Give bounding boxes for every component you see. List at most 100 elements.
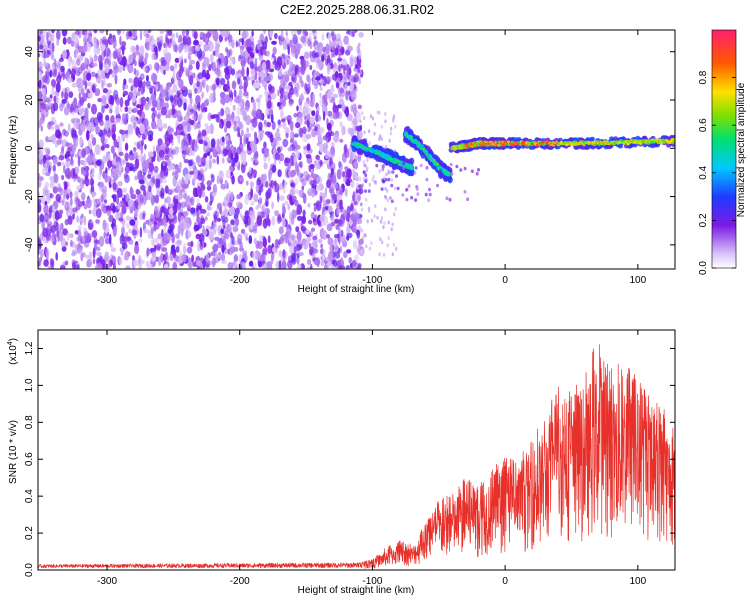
noise-cell bbox=[50, 79, 57, 87]
noise-cell bbox=[196, 198, 200, 206]
noise-cell bbox=[236, 205, 240, 217]
noise-cell bbox=[291, 120, 294, 132]
noise-cell bbox=[219, 91, 226, 99]
noise-cell bbox=[258, 251, 261, 261]
noise-cell bbox=[294, 239, 298, 246]
noise-cell bbox=[257, 203, 262, 209]
noise-cell bbox=[270, 91, 277, 100]
noise-cell bbox=[380, 216, 383, 221]
noise-cell bbox=[104, 172, 108, 183]
noise-cell bbox=[323, 160, 329, 165]
noise-cell bbox=[133, 67, 137, 75]
noise-cell bbox=[373, 122, 377, 127]
noise-cell bbox=[234, 217, 240, 227]
noise-cell bbox=[256, 43, 261, 51]
noise-cell bbox=[42, 194, 45, 206]
noise-cell bbox=[380, 136, 383, 141]
noise-cell bbox=[57, 60, 61, 69]
noise-cell bbox=[70, 168, 76, 180]
noise-cell bbox=[105, 143, 110, 149]
noise-cell bbox=[160, 156, 165, 161]
noise-cell bbox=[127, 251, 131, 257]
noise-cell bbox=[225, 193, 231, 202]
noise-cell bbox=[177, 38, 182, 43]
noise-cell bbox=[281, 118, 286, 123]
noise-cell bbox=[72, 59, 77, 71]
noise-cell bbox=[139, 30, 143, 41]
noise-cell bbox=[61, 145, 64, 155]
noise-cell bbox=[389, 170, 392, 175]
noise-cell bbox=[298, 169, 301, 180]
noise-cell bbox=[61, 245, 67, 252]
noise-cell bbox=[393, 212, 396, 217]
noise-cell bbox=[69, 159, 75, 167]
noise-cell bbox=[295, 122, 301, 129]
noise-cell bbox=[184, 146, 190, 156]
noise-cell bbox=[131, 229, 138, 236]
noise-cell bbox=[138, 204, 141, 210]
noise-cell bbox=[243, 91, 249, 97]
noise-cell bbox=[270, 64, 275, 70]
noise-cell bbox=[50, 258, 55, 266]
noise-cell bbox=[206, 252, 210, 263]
noise-cell bbox=[218, 170, 224, 180]
noise-cell bbox=[392, 116, 395, 121]
noise-cell bbox=[296, 204, 303, 215]
noise-cell bbox=[176, 128, 180, 135]
noise-cell bbox=[192, 161, 197, 171]
noise-cell bbox=[202, 79, 206, 89]
noise-cell bbox=[257, 240, 263, 250]
noise-cell bbox=[67, 123, 71, 133]
noise-cell bbox=[237, 238, 242, 246]
noise-cell bbox=[94, 88, 101, 97]
noise-cell bbox=[337, 104, 343, 109]
noise-cell bbox=[72, 207, 78, 213]
noise-cell bbox=[316, 185, 321, 191]
noise-cell bbox=[282, 206, 286, 215]
noise-cell bbox=[209, 147, 214, 152]
noise-cell bbox=[127, 63, 134, 74]
noise-cell bbox=[283, 71, 288, 76]
noise-cell bbox=[125, 265, 131, 269]
noise-cell bbox=[134, 244, 140, 255]
noise-cell bbox=[193, 221, 198, 233]
noise-cell bbox=[55, 193, 61, 202]
noise-cell bbox=[197, 185, 201, 197]
noise-cell bbox=[332, 112, 339, 120]
noise-cell bbox=[176, 110, 182, 121]
noise-cell bbox=[390, 178, 394, 183]
noise-cell bbox=[136, 141, 141, 150]
noise-cell bbox=[193, 39, 199, 46]
noise-cell bbox=[302, 126, 307, 135]
noise-cell bbox=[367, 206, 371, 211]
noise-cell bbox=[86, 72, 92, 82]
noise-cell bbox=[327, 255, 332, 266]
feature-cell bbox=[409, 135, 414, 139]
noise-cell bbox=[112, 50, 118, 60]
noise-cell bbox=[49, 193, 54, 199]
noise-cell bbox=[277, 119, 281, 125]
noise-cell bbox=[291, 196, 295, 202]
noise-cell bbox=[181, 85, 186, 91]
noise-cell bbox=[147, 151, 154, 158]
noise-cell bbox=[219, 207, 222, 215]
noise-cell bbox=[183, 134, 190, 144]
noise-cell bbox=[254, 131, 257, 140]
noise-cell bbox=[354, 254, 359, 263]
noise-cell bbox=[121, 113, 127, 122]
noise-cell bbox=[71, 68, 76, 77]
noise-cell bbox=[109, 33, 112, 39]
noise-cell bbox=[50, 50, 54, 60]
noise-cell bbox=[69, 205, 73, 214]
noise-cell bbox=[159, 30, 165, 34]
noise-cell bbox=[56, 30, 61, 41]
noise-cell bbox=[145, 80, 151, 87]
noise-cell bbox=[88, 122, 95, 133]
noise-cell bbox=[215, 113, 220, 123]
noise-cell bbox=[244, 195, 249, 205]
noise-cell bbox=[322, 142, 328, 154]
noise-cell bbox=[45, 172, 51, 177]
noise-cell bbox=[246, 127, 250, 134]
noise-cell bbox=[106, 83, 113, 88]
noise-cell bbox=[265, 189, 271, 199]
